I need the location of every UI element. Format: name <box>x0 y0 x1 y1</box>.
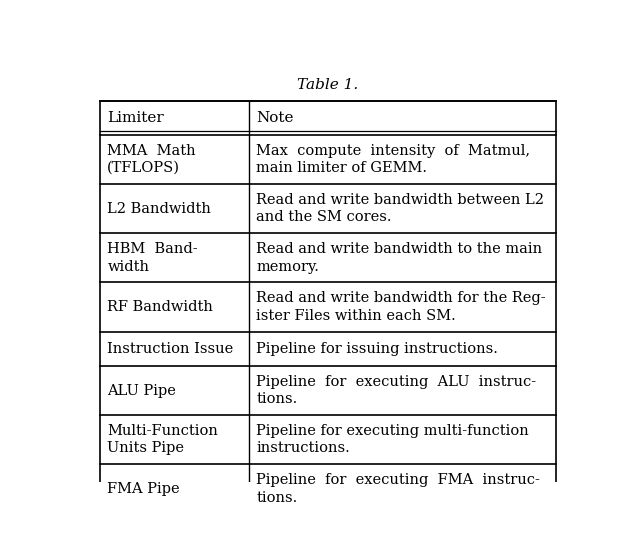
Text: HBM  Band-
width: HBM Band- width <box>108 242 198 274</box>
Text: Pipeline  for  executing  FMA  instruc-
tions.: Pipeline for executing FMA instruc- tion… <box>256 473 540 505</box>
Text: L2 Bandwidth: L2 Bandwidth <box>108 202 211 216</box>
Text: Instruction Issue: Instruction Issue <box>108 342 234 356</box>
Text: Pipeline  for  executing  ALU  instruc-
tions.: Pipeline for executing ALU instruc- tion… <box>256 375 536 406</box>
Text: FMA Pipe: FMA Pipe <box>108 482 180 496</box>
Text: Read and write bandwidth for the Reg-
ister Files within each SM.: Read and write bandwidth for the Reg- is… <box>256 292 546 322</box>
Text: Table 1.: Table 1. <box>298 78 358 92</box>
Text: RF Bandwidth: RF Bandwidth <box>108 300 213 314</box>
Text: Read and write bandwidth to the main
memory.: Read and write bandwidth to the main mem… <box>256 242 542 274</box>
Text: MMA  Math
(TFLOPS): MMA Math (TFLOPS) <box>108 144 196 175</box>
Text: Limiter: Limiter <box>108 111 164 125</box>
Text: Max  compute  intensity  of  Matmul,
main limiter of GEMM.: Max compute intensity of Matmul, main li… <box>256 144 530 175</box>
Text: Note: Note <box>256 111 294 125</box>
Text: Pipeline for issuing instructions.: Pipeline for issuing instructions. <box>256 342 498 356</box>
Text: ALU Pipe: ALU Pipe <box>108 384 176 398</box>
Text: Multi-Function
Units Pipe: Multi-Function Units Pipe <box>108 424 218 455</box>
Text: Read and write bandwidth between L2
and the SM cores.: Read and write bandwidth between L2 and … <box>256 193 544 224</box>
Text: Pipeline for executing multi-function
instructions.: Pipeline for executing multi-function in… <box>256 424 529 455</box>
